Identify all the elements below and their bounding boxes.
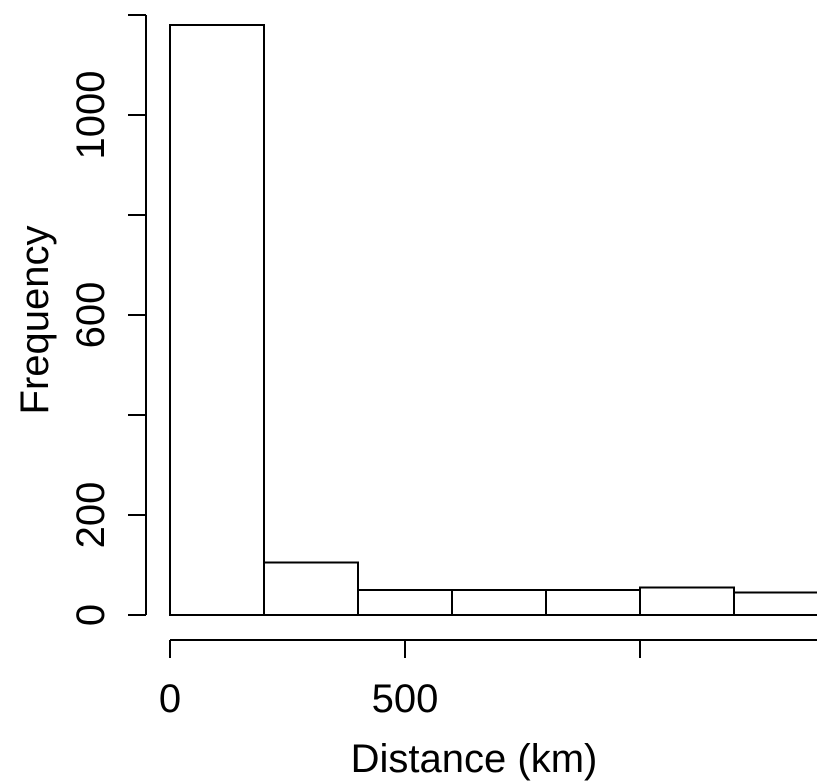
histogram-bar [451, 589, 547, 616]
histogram-bar [639, 586, 735, 616]
y-tick-label: 200 [69, 482, 113, 549]
y-tick-label: 600 [69, 282, 113, 349]
x-axis-title: Distance (km) [351, 737, 598, 781]
histogram-bar [733, 591, 817, 616]
x-tick-label: 0 [159, 677, 181, 721]
bars-group [169, 24, 817, 616]
y-tick-label: 1000 [69, 71, 113, 160]
x-axis: 050015002500 [159, 639, 817, 721]
histogram-bar [357, 589, 453, 616]
histogram-bar [545, 589, 641, 616]
y-axis: 0 200 600 1000 [69, 14, 147, 626]
x-tick-label: 500 [372, 677, 439, 721]
histogram-bar [169, 24, 265, 616]
y-tick-label: 0 [69, 604, 113, 626]
histogram-bar [263, 561, 359, 616]
y-axis-title: Frequency [13, 226, 57, 415]
